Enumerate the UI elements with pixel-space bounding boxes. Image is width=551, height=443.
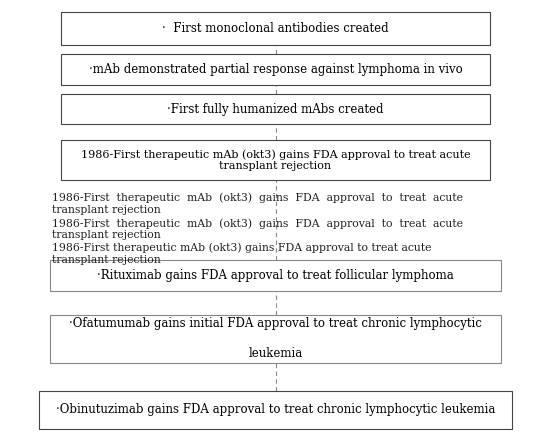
Text: ·mAb demonstrated partial response against lymphoma in vivo: ·mAb demonstrated partial response again…	[89, 63, 462, 76]
Text: 1986-First  therapeutic  mAb  (okt3)  gains  FDA  approval  to  treat  acute
tra: 1986-First therapeutic mAb (okt3) gains …	[52, 193, 463, 215]
FancyBboxPatch shape	[50, 260, 501, 291]
FancyBboxPatch shape	[50, 315, 501, 363]
Text: 1986-First  therapeutic  mAb  (okt3)  gains  FDA  approval  to  treat  acute
tra: 1986-First therapeutic mAb (okt3) gains …	[52, 218, 463, 240]
Text: ·Rituximab gains FDA approval to treat follicular lymphoma: ·Rituximab gains FDA approval to treat f…	[97, 269, 454, 282]
Text: ·Ofatumumab gains initial FDA approval to treat chronic lymphocytic

leukemia: ·Ofatumumab gains initial FDA approval t…	[69, 317, 482, 361]
FancyBboxPatch shape	[61, 12, 490, 46]
Text: ·First fully humanized mAbs created: ·First fully humanized mAbs created	[168, 103, 383, 116]
Text: ·Obinutuzimab gains FDA approval to treat chronic lymphocytic leukemia: ·Obinutuzimab gains FDA approval to trea…	[56, 403, 495, 416]
FancyBboxPatch shape	[61, 94, 490, 124]
Text: ·  First monoclonal antibodies created: · First monoclonal antibodies created	[162, 22, 389, 35]
FancyBboxPatch shape	[61, 140, 490, 180]
Text: 1986-First therapeutic mAb (okt3) gains FDA approval to treat acute
transplant r: 1986-First therapeutic mAb (okt3) gains …	[52, 243, 432, 265]
Text: 1986-First therapeutic mAb (okt3) gains FDA approval to treat acute
transplant r: 1986-First therapeutic mAb (okt3) gains …	[80, 149, 471, 171]
FancyBboxPatch shape	[61, 54, 490, 85]
FancyBboxPatch shape	[39, 391, 512, 429]
